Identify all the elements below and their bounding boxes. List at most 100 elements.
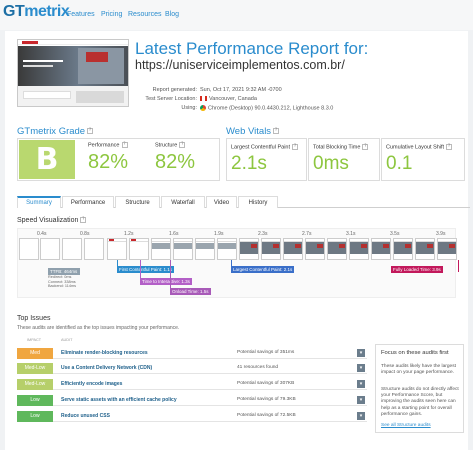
lcp-panel: Largest Contentful Paint? 2.1s [226,138,307,181]
filmstrip-frame[interactable] [349,238,369,260]
impact-column-header: IMPACT [27,338,42,342]
issue-title[interactable]: Serve static assets with an efficient ca… [61,397,177,403]
help-icon[interactable]: ? [87,128,94,135]
fully-loaded-line [458,260,459,272]
fully-loaded-marker: Fully Loaded Time: 3.9s [391,266,443,273]
issue-title[interactable]: Eliminate render-blocking resources [61,350,148,356]
filmstrip-frame[interactable] [195,238,215,260]
filmstrip-frame[interactable] [19,238,39,260]
focus-text: Structure audits do not directly affect … [381,387,459,417]
structure-value: 82% [155,151,196,173]
help-icon[interactable]: ? [362,144,369,150]
generated-value: Sun, Oct 17, 2021 9:32 AM -0700 [200,87,282,93]
filmstrip-frame[interactable] [305,238,325,260]
filmstrip-frame[interactable] [84,238,104,260]
help-icon[interactable]: ? [446,144,453,150]
chevron-down-icon[interactable]: ▾ [357,380,365,388]
fcp-marker: First Contentful Paint: 1.1s [117,266,175,273]
tab-history[interactable]: History [238,196,278,208]
nav-blog[interactable]: Blog [165,11,180,18]
impact-badge: Med [17,348,53,359]
filmstrip-frame[interactable] [129,238,149,260]
filmstrip-frame[interactable] [239,238,259,260]
structure-audits-link[interactable]: See all Structure audits [381,423,431,428]
chevron-down-icon[interactable]: ▾ [357,349,365,357]
impact-badge: Low [17,395,53,406]
timeline-tick: 2.7s [302,231,312,237]
tab-structure[interactable]: Structure [115,196,160,208]
nav-resources[interactable]: Resources [128,11,162,18]
structure-label: Structure? [155,142,186,149]
using-value: Chrome (Desktop) 90.0.4430.212, Lighthou… [200,105,333,111]
onload-marker: Onload Time: 1.5s [170,288,211,295]
chevron-down-icon[interactable]: ▾ [357,364,365,372]
issue-row[interactable]: Med Eliminate render-blocking resources … [17,347,367,359]
issue-title[interactable]: Efficiently encode images [61,381,123,387]
help-icon[interactable]: ? [292,144,299,150]
impact-badge: Med-Low [17,363,53,374]
chevron-down-icon[interactable]: ▾ [357,412,365,420]
impact-badge: Med-Low [17,379,53,390]
performance-value: 82% [88,151,129,173]
using-label: Using: [181,105,197,111]
tbt-panel: Total Blocking Time? 0ms [308,138,380,181]
tab-summary[interactable]: Summary [17,196,61,208]
filmstrip-frame[interactable] [283,238,303,260]
filmstrip-frame[interactable] [173,238,193,260]
help-icon[interactable]: ? [273,128,280,135]
help-icon[interactable]: ? [80,217,87,224]
filmstrip-frame[interactable] [437,238,457,260]
issue-row[interactable]: Low Serve static assets with an efficien… [17,394,367,406]
tti-marker: Time to Interactive: 1.3s [140,278,192,285]
issue-title[interactable]: Use a Content Delivery Network (CDN) [61,365,153,371]
issue-row[interactable]: Med-Low Use a Content Delivery Network (… [17,362,367,374]
lcp-value: 2.1s [231,153,267,174]
filmstrip-frame[interactable] [217,238,237,260]
web-vitals-heading: Web Vitals? [226,126,280,137]
gtmetrix-logo[interactable]: GTmetrix [3,3,70,20]
top-navigation-bar: GTmetrix Features Pricing Resources Blog [0,0,473,30]
canada-flag-icon [200,96,207,102]
help-icon[interactable]: ? [121,142,128,148]
filmstrip-frame[interactable] [371,238,391,260]
timeline-tick: 3.9s [436,231,446,237]
tab-video[interactable]: Video [206,196,237,208]
tab-waterfall[interactable]: Waterfall [161,196,205,208]
cls-label: Cumulative Layout Shift? [386,144,453,151]
nav-features[interactable]: Features [67,11,95,18]
page-screenshot-thumbnail[interactable] [17,39,129,107]
tab-performance[interactable]: Performance [62,196,114,208]
impact-badge: Low [17,411,53,422]
filmstrip-frame[interactable] [40,238,60,260]
ttfb-marker: TTFB: 464ms [48,268,80,275]
help-icon[interactable]: ? [179,142,186,148]
filmstrip-frame[interactable] [62,238,82,260]
filmstrip-frame[interactable] [393,238,413,260]
grade-panel: B Performance? 82% Structure? 82% [17,138,220,181]
nav-pricing[interactable]: Pricing [101,11,123,18]
focus-audits-panel: Focus on these audits first These audits… [375,344,464,433]
performance-label: Performance? [88,142,128,149]
issue-row[interactable]: Med-Low Efficiently encode images Potent… [17,378,367,390]
issue-savings: Potential savings of 307KB [237,381,295,386]
location-label: Test Server Location: [145,96,197,102]
report-url[interactable]: https://uniserviceimplementos.com.br/ [135,58,345,72]
tbt-label: Total Blocking Time? [313,144,369,151]
audit-column-header: AUDIT [61,338,73,342]
tbt-value: 0ms [313,153,349,174]
timeline-tick: 0.8s [80,231,90,237]
filmstrip-frame[interactable] [415,238,435,260]
tti-line [140,260,141,284]
filmstrip-frame[interactable] [261,238,281,260]
issue-savings: Potential savings of 72.5KB [237,413,296,418]
filmstrip-frame[interactable] [107,238,127,260]
timeline-tick: 1.2s [124,231,134,237]
grade-heading: GTmetrix Grade? [17,126,94,137]
top-issues-subheading: These audits are identified as the top i… [17,325,180,331]
onload-line [170,260,171,294]
issue-title[interactable]: Reduce unused CSS [61,413,110,419]
chevron-down-icon[interactable]: ▾ [357,396,365,404]
filmstrip-frame[interactable] [151,238,171,260]
filmstrip-frame[interactable] [327,238,347,260]
issue-row[interactable]: Low Reduce unused CSS Potential savings … [17,410,367,422]
